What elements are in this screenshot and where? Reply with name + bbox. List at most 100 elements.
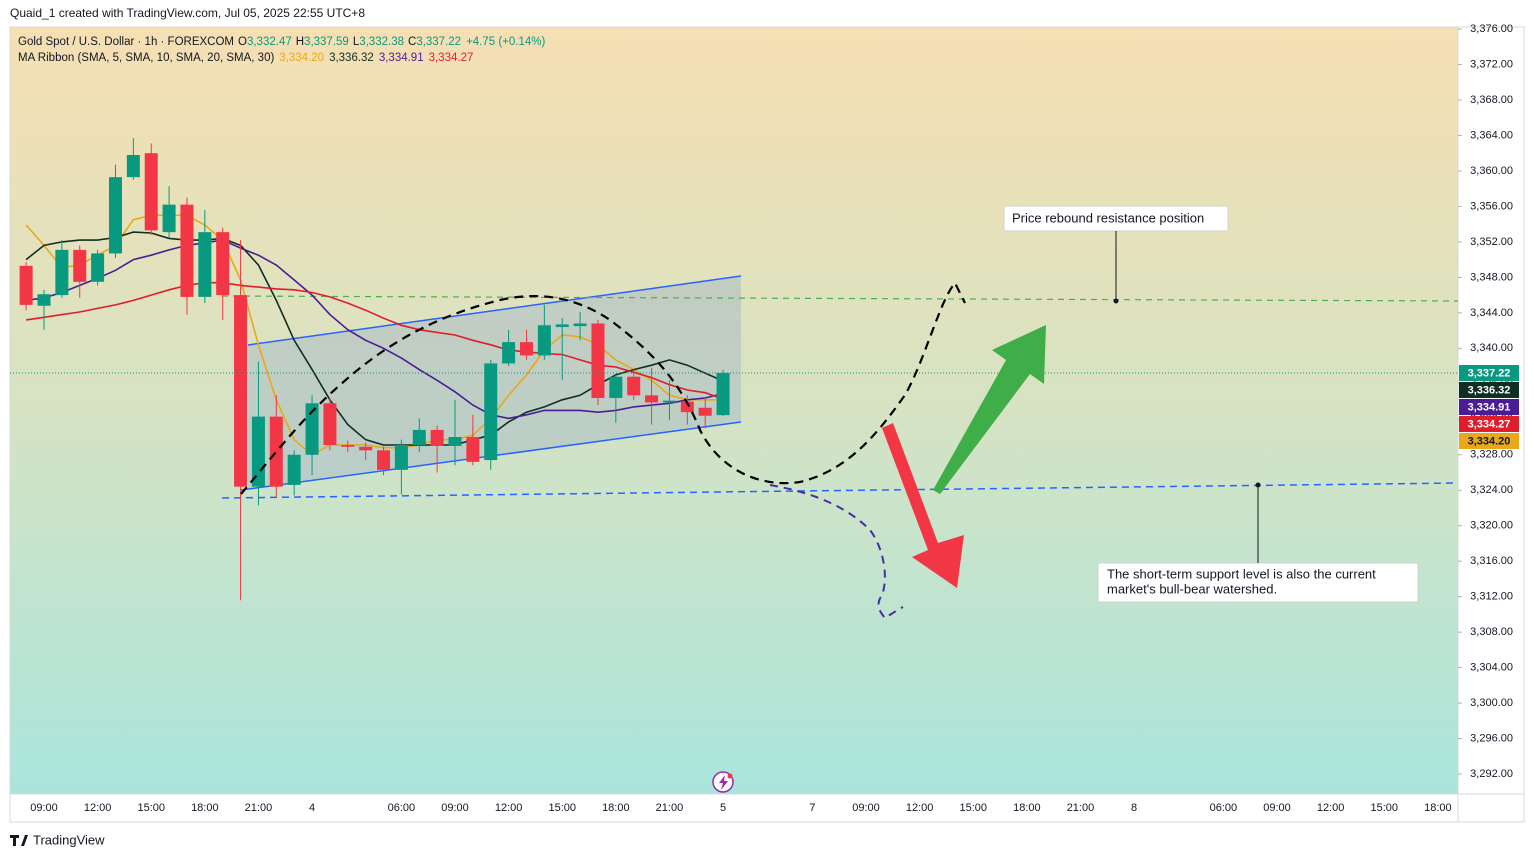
candle-body	[144, 153, 158, 231]
x-tick-label: 15:00	[1370, 802, 1398, 814]
candle-body	[394, 445, 408, 470]
legend: Gold Spot / U.S. Dollar · 1h · FOREXCOM O…	[18, 36, 546, 48]
x-tick-label: 12:00	[1317, 802, 1345, 814]
event-dot	[727, 773, 733, 779]
candle-body	[323, 403, 337, 446]
price-badge-label: 3,334.91	[1468, 401, 1511, 413]
candle-body	[216, 232, 230, 296]
y-tick-label: 3,344.00	[1470, 307, 1513, 319]
candle-body	[645, 395, 659, 403]
candle-body	[555, 324, 569, 328]
candle-body	[680, 401, 694, 413]
x-tick-label: 09:00	[30, 802, 58, 814]
x-tick-label: 15:00	[137, 802, 165, 814]
y-tick-label: 3,376.00	[1470, 23, 1513, 35]
candle-body	[341, 445, 355, 447]
ohlc-key: H	[296, 36, 304, 48]
ohlc-key: C	[408, 36, 416, 48]
support-line	[221, 482, 1459, 499]
y-tick-label: 3,312.00	[1470, 591, 1513, 603]
y-tick-label: 3,308.00	[1470, 626, 1513, 638]
x-tick-label: 7	[809, 802, 815, 814]
x-tick-label: 09:00	[441, 802, 469, 814]
candle-body	[502, 342, 516, 364]
candle-body	[716, 372, 730, 416]
ma-line	[25, 281, 724, 400]
y-tick-label: 3,304.00	[1470, 662, 1513, 674]
candle-body	[698, 407, 712, 416]
candle-body	[305, 403, 319, 455]
x-tick-label: 12:00	[84, 802, 112, 814]
candle-body	[251, 416, 265, 487]
candle-body	[519, 342, 533, 356]
indicator-value: 3,334.27	[429, 52, 474, 64]
alt-projection-path	[769, 484, 904, 620]
annotation: market's bull-bear watershed.	[1107, 581, 1277, 596]
logo-mark	[10, 835, 28, 846]
candle-body	[37, 294, 51, 306]
candle-body	[269, 416, 283, 487]
candle-body	[609, 376, 623, 398]
y-tick-label: 3,372.00	[1470, 58, 1513, 70]
candle-body	[126, 154, 140, 178]
y-tick-label: 3,316.00	[1470, 555, 1513, 567]
price-badge	[1459, 398, 1519, 415]
ohlc-value: 3,332.38	[359, 36, 404, 48]
candle-body	[234, 295, 248, 487]
x-tick-label: 12:00	[495, 802, 523, 814]
projection-path	[240, 281, 966, 495]
ohlc-key: O	[238, 36, 247, 48]
ohlc-key: L	[353, 36, 360, 48]
ohlc-value: 3,332.47	[247, 36, 292, 48]
candle-body	[537, 325, 551, 356]
candle-body	[627, 376, 641, 396]
candle-body	[448, 437, 462, 446]
x-tick-label: 09:00	[852, 802, 880, 814]
down-arrow	[882, 423, 964, 588]
candle-body	[198, 232, 212, 297]
annotation: Price rebound resistance position	[1012, 210, 1204, 225]
ma-line	[25, 214, 724, 456]
y-tick-label: 3,296.00	[1470, 732, 1513, 744]
price-badge	[1459, 432, 1519, 449]
candle-body	[377, 450, 391, 470]
candle-body	[287, 454, 301, 485]
candle-body	[359, 446, 373, 451]
price-badge-label: 3,337.22	[1468, 367, 1511, 379]
x-tick-label: 06:00	[388, 802, 416, 814]
candle-body	[430, 429, 444, 446]
x-tick-label: 21:00	[1067, 802, 1095, 814]
ma-line	[25, 239, 724, 420]
x-tick-label: 21:00	[656, 802, 684, 814]
x-tick-label: 15:00	[548, 802, 576, 814]
candle-body	[19, 265, 33, 305]
y-tick-label: 3,352.00	[1470, 236, 1513, 248]
price-badge-label: 3,334.27	[1468, 418, 1511, 430]
plot-background	[10, 27, 1458, 794]
y-tick-label: 3,356.00	[1470, 200, 1513, 212]
candle-body	[573, 323, 587, 327]
y-tick-label: 3,328.00	[1470, 449, 1513, 461]
x-tick-label: 4	[309, 802, 315, 814]
candle-body	[412, 429, 426, 446]
candle-body	[466, 437, 480, 462]
x-tick-label: 21:00	[245, 802, 273, 814]
x-tick-label: 18:00	[602, 802, 630, 814]
credit: Quaid_1 created with TradingView.com, Ju…	[10, 6, 365, 20]
y-tick-label: 3,360.00	[1470, 165, 1513, 177]
candle-body	[55, 249, 69, 296]
y-tick-label: 3,300.00	[1470, 697, 1513, 709]
indicator-legend: MA Ribbon (SMA, 5, SMA, 10, SMA, 20, SMA…	[18, 52, 473, 64]
indicator-value: 3,334.20	[279, 52, 324, 64]
footer-logo: TradingView	[10, 832, 105, 847]
logo-text: TradingView	[33, 832, 105, 847]
candle-body	[180, 204, 194, 297]
indicator-value: 3,334.91	[379, 52, 424, 64]
price-badge	[1459, 415, 1519, 432]
resistance-line	[221, 295, 1459, 302]
x-tick-label: 18:00	[1424, 802, 1452, 814]
x-tick-label: 5	[720, 802, 726, 814]
annotation: The short-term support level is also the…	[1107, 566, 1376, 581]
